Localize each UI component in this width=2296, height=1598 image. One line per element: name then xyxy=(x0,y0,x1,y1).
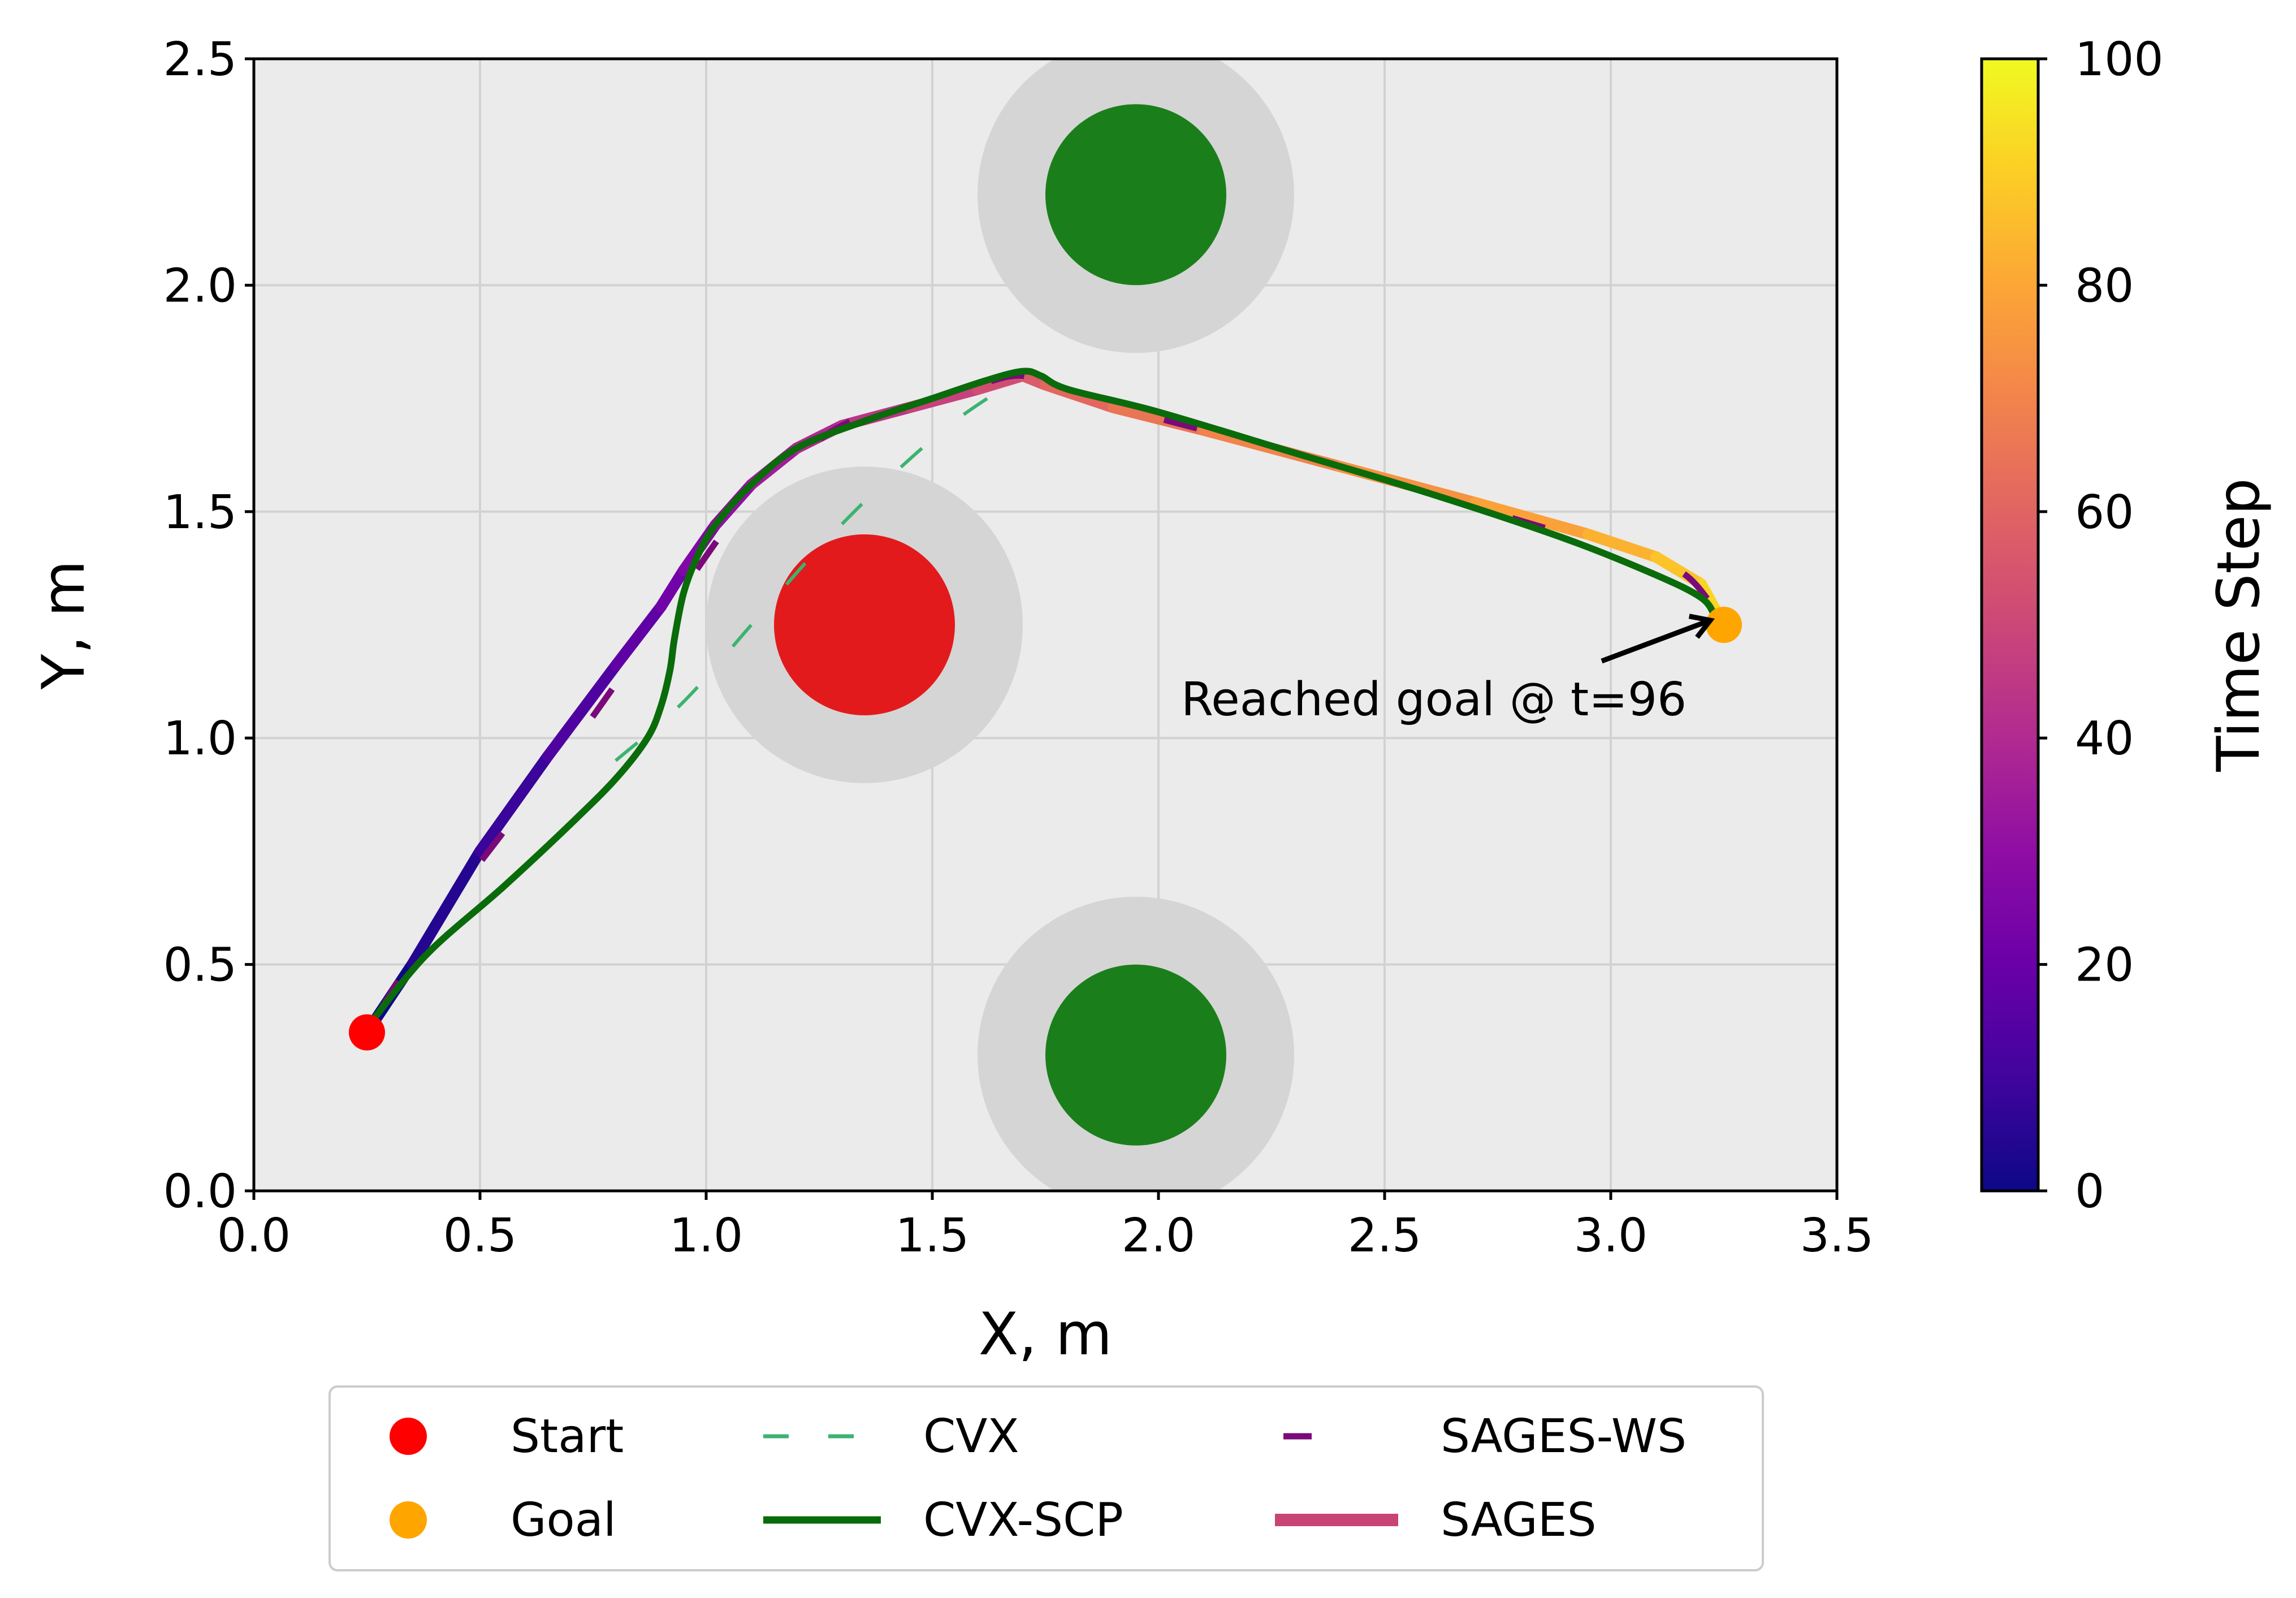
legend-label-cvx: CVX xyxy=(923,1410,1019,1463)
colorbar-gradient xyxy=(1980,57,2040,1193)
goal-annotation: Reached goal @ t=96 xyxy=(1181,614,1715,727)
colorbar-tick-label: 100 xyxy=(2075,33,2164,87)
y-tick-label: 0.0 xyxy=(163,1165,237,1219)
y-tick-label: 1.0 xyxy=(163,712,237,766)
legend-label-sages-ws: SAGES-WS xyxy=(1441,1410,1687,1463)
x-tick-label: 0.0 xyxy=(217,1209,291,1263)
start-marker xyxy=(349,1014,385,1051)
x-tick-label: 1.5 xyxy=(896,1209,969,1263)
series-cvx xyxy=(615,374,1024,762)
legend: Start Goal CVX CVX-SCP SAGES-WS SAGES xyxy=(328,1385,1764,1571)
legend-label-start: Start xyxy=(511,1410,624,1463)
x-axis-label: X, m xyxy=(979,1301,1112,1368)
green-obstacle-top xyxy=(1045,104,1226,286)
series-cvx-scp xyxy=(364,368,1718,1030)
goal-marker xyxy=(1706,607,1742,643)
annotation-text: Reached goal @ t=96 xyxy=(1181,673,1687,727)
legend-label-cvx-scp: CVX-SCP xyxy=(923,1493,1123,1547)
trajectories xyxy=(361,368,1729,1038)
sages-segment xyxy=(1582,528,1662,563)
colorbar: 0 20 40 60 80 100 Time Step xyxy=(1980,33,2273,1219)
sages-segment xyxy=(655,564,689,612)
y-tick-label: 1.5 xyxy=(163,486,237,539)
annotation-arrowhead xyxy=(1688,614,1715,639)
y-tick-label: 0.5 xyxy=(163,939,237,992)
obstacles xyxy=(706,59,1294,1191)
sages-segment xyxy=(542,660,621,762)
x-tick-label: 3.5 xyxy=(1800,1209,1874,1263)
colorbar-tick-label: 20 xyxy=(2075,939,2134,992)
endpoint-markers xyxy=(349,607,1742,1051)
x-tick-label: 2.5 xyxy=(1348,1209,1421,1263)
y-tick-label: 2.0 xyxy=(163,259,237,313)
red-obstacle xyxy=(774,534,955,715)
colorbar-ticks: 0 20 40 60 80 100 xyxy=(2038,33,2164,1219)
legend-frame xyxy=(328,1385,1764,1571)
x-tick-label: 0.5 xyxy=(443,1209,517,1263)
legend-goal-marker xyxy=(390,1501,427,1539)
x-tick-label: 1.0 xyxy=(669,1209,743,1263)
legend-start-marker xyxy=(390,1418,427,1455)
x-tick-label: 2.0 xyxy=(1122,1209,1195,1263)
legend-label-goal: Goal xyxy=(511,1493,616,1547)
annotation-arrow xyxy=(1601,619,1707,664)
x-tick-label: 3.0 xyxy=(1574,1209,1648,1263)
colorbar-tick-label: 0 xyxy=(2075,1165,2104,1219)
x-axis-ticks: 0.0 0.5 1.0 1.5 2.0 2.5 3.0 3.5 xyxy=(217,1191,1874,1263)
y-tick-label: 2.5 xyxy=(163,33,237,87)
colorbar-label: Time Step xyxy=(2205,478,2273,772)
sages-segment xyxy=(407,845,486,970)
colorbar-tick-label: 40 xyxy=(2075,712,2134,766)
legend-label-sages: SAGES xyxy=(1441,1493,1597,1547)
y-axis-ticks: 0.0 0.5 1.0 1.5 2.0 2.5 xyxy=(163,33,254,1219)
axes-frame xyxy=(252,57,1839,1193)
sages-segment xyxy=(610,601,667,672)
sages-segment xyxy=(474,750,554,857)
sages-segment xyxy=(1469,496,1594,540)
colorbar-tick-label: 60 xyxy=(2075,486,2134,539)
green-obstacle-bottom xyxy=(1045,964,1226,1146)
colorbar-tick-label: 80 xyxy=(2075,259,2134,313)
y-axis-label: Y, m xyxy=(30,560,98,690)
